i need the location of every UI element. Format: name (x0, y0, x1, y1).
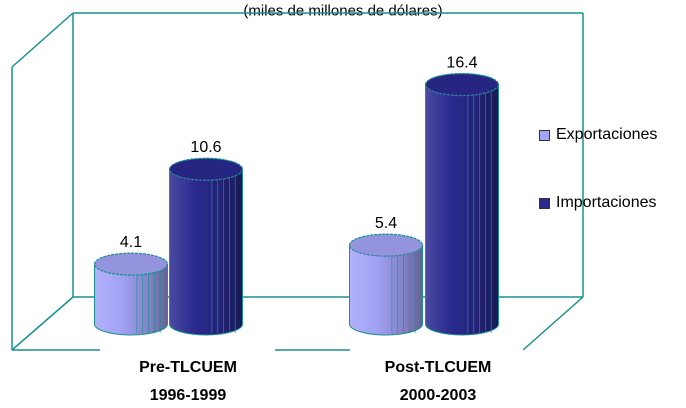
bar-exportaciones-2 (348, 233, 424, 336)
data-label-exportaciones-1: 4.1 (120, 234, 142, 251)
legend-swatch-importaciones (539, 197, 550, 209)
bar-top-cap (424, 72, 500, 97)
bar-exportaciones-1 (93, 252, 169, 336)
bar-top-cap (168, 157, 244, 181)
chart-title: (miles de millones de dólares) (243, 2, 442, 19)
legend-item-importaciones: Importaciones (539, 190, 686, 216)
category-label-1-line2: 1996-1999 (150, 387, 227, 404)
bars-layer: 4.1 10.6 5.4 16.4 (93, 55, 500, 336)
category-label-1-line1: Pre-TLCUEM (139, 359, 237, 376)
bar-importaciones-1 (168, 157, 244, 336)
bar-body (349, 244, 423, 336)
legend-swatch-exportaciones (539, 129, 550, 141)
data-label-exportaciones-2: 5.4 (375, 215, 397, 232)
data-label-importaciones-2: 16.4 (446, 55, 477, 72)
frame-side-top-edge (11, 12, 74, 68)
bar-top-cap (93, 252, 169, 276)
legend-item-exportaciones: Exportaciones (539, 122, 686, 148)
bar-importaciones-2 (424, 72, 500, 336)
bar-body (94, 263, 168, 336)
legend-label-importaciones: Importaciones (556, 194, 657, 211)
frame-floor-left-edge (11, 296, 74, 351)
bar-body (169, 168, 243, 336)
category-label-2-line2: 2000-2003 (400, 387, 477, 404)
bar-body (425, 84, 499, 336)
category-label-2-line1: Post-TLCUEM (385, 359, 492, 376)
frame-floor-right-edge (522, 296, 584, 351)
legend: Exportaciones Importaciones (539, 122, 686, 258)
legend-label-exportaciones: Exportaciones (556, 126, 658, 143)
bar-top-cap (348, 233, 424, 257)
data-label-importaciones-1: 10.6 (190, 139, 221, 156)
